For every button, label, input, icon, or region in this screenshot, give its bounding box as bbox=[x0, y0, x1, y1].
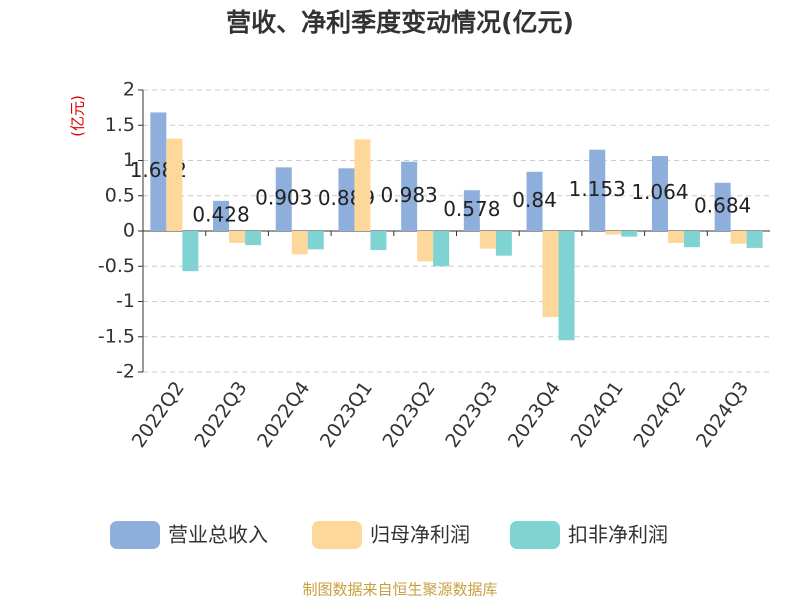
bar bbox=[370, 231, 387, 251]
bar bbox=[229, 231, 246, 243]
bar bbox=[463, 190, 480, 231]
bar bbox=[166, 138, 183, 231]
bar bbox=[495, 231, 512, 256]
bar bbox=[213, 200, 230, 231]
bar bbox=[542, 231, 559, 318]
source-note: 制图数据来自恒生聚源数据库 bbox=[302, 581, 497, 599]
x-tick-label: 2023Q1 bbox=[316, 377, 377, 451]
chart-title: 营收、净利季度变动情况(亿元) bbox=[226, 8, 574, 37]
y-tick-label: -1 bbox=[116, 290, 135, 312]
bar bbox=[291, 231, 308, 255]
value-label: 1.064 bbox=[631, 180, 688, 204]
value-label: 1.153 bbox=[569, 177, 626, 201]
value-label: 0.983 bbox=[381, 183, 438, 207]
legend-label: 归母净利润 bbox=[370, 523, 470, 547]
y-tick-label: 2 bbox=[123, 79, 135, 101]
value-label: 0.84 bbox=[512, 188, 557, 212]
legend-label: 营业总收入 bbox=[168, 523, 268, 547]
legend-swatch bbox=[510, 521, 560, 549]
y-tick-label: 1 bbox=[123, 149, 135, 171]
bar bbox=[746, 231, 763, 248]
y-tick-label: 0 bbox=[123, 220, 135, 242]
bar bbox=[245, 231, 262, 246]
bar bbox=[667, 231, 684, 243]
x-tick-label: 2022Q3 bbox=[190, 377, 251, 451]
bar bbox=[401, 161, 418, 231]
bar bbox=[338, 168, 355, 231]
x-tick-label: 2024Q1 bbox=[567, 377, 628, 451]
legend-swatch bbox=[312, 521, 362, 549]
bar bbox=[150, 112, 167, 231]
bar bbox=[621, 231, 638, 237]
x-tick-label: 2022Q2 bbox=[128, 377, 189, 451]
x-tick-label: 2023Q2 bbox=[378, 377, 439, 451]
bar bbox=[275, 167, 292, 231]
bar bbox=[605, 231, 622, 235]
y-tick-label: -1.5 bbox=[98, 325, 135, 347]
x-tick-label: 2024Q3 bbox=[692, 377, 753, 451]
value-label: 0.578 bbox=[443, 197, 500, 221]
bar bbox=[714, 182, 731, 231]
bar bbox=[433, 231, 450, 267]
bar bbox=[526, 171, 543, 231]
bar bbox=[558, 231, 575, 341]
x-tick-label: 2024Q2 bbox=[629, 377, 690, 451]
y-tick-label: 0.5 bbox=[105, 184, 135, 206]
bar bbox=[589, 149, 606, 231]
value-label: 0.428 bbox=[192, 202, 249, 226]
x-tick-label: 2023Q3 bbox=[441, 377, 502, 451]
bar bbox=[683, 231, 700, 248]
x-tick-label: 2022Q4 bbox=[253, 377, 314, 451]
y-axis-label: (亿元) bbox=[69, 95, 87, 137]
bar bbox=[651, 155, 668, 231]
y-tick-label: 1.5 bbox=[105, 114, 135, 136]
bar bbox=[479, 231, 496, 249]
bar bbox=[417, 231, 434, 262]
value-label: 0.684 bbox=[694, 193, 751, 217]
legend-swatch bbox=[110, 521, 160, 549]
legend-label: 扣非净利润 bbox=[568, 523, 668, 547]
y-tick-label: -2 bbox=[116, 361, 135, 383]
bar bbox=[182, 231, 199, 272]
bar bbox=[730, 231, 747, 244]
value-label: 0.903 bbox=[255, 186, 312, 210]
bar bbox=[307, 231, 324, 250]
bar bbox=[354, 139, 371, 231]
y-tick-label: -0.5 bbox=[98, 255, 135, 277]
x-tick-label: 2023Q4 bbox=[504, 377, 565, 451]
